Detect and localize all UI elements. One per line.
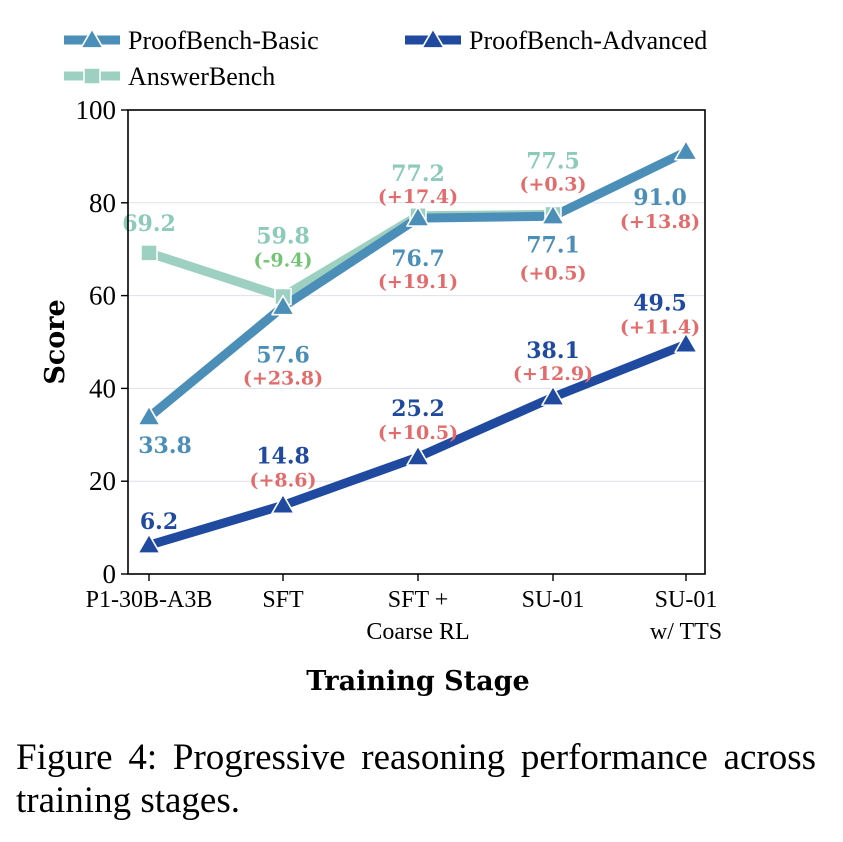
legend-swatch-marker [421,28,445,49]
data-point [137,405,161,426]
value-label: 6.2 [140,509,178,535]
delta-label: (+0.3) [520,173,587,195]
legend-entry-label: ProofBench-Basic [128,26,319,55]
data-point [406,206,430,227]
x-tick-label: SU-01 [522,587,585,613]
value-label: 33.8 [138,433,192,459]
delta-label: (+19.1) [378,271,458,293]
line-chart: 69.2 59.8(-9.4) 77.2(+17.4) 77.5(+0.3) 33.8 5… [40,26,723,697]
data-point [674,139,698,161]
data-point [271,294,295,316]
value-label: 38.1 [526,338,580,364]
value-label: 77.1 [526,232,580,258]
value-label: 14.8 [256,443,310,469]
data-point [406,445,430,466]
legend-entry-label: ProofBench-Advanced [469,26,707,55]
data-point [541,204,565,225]
y-tick-label: 60 [89,281,116,311]
delta-label: (+10.5) [378,422,458,444]
x-tick-label: SFT [262,587,304,613]
legend-entry-label: AnswerBench [128,62,275,91]
value-label: 76.7 [391,246,445,272]
delta-label: (+12.9) [513,363,593,385]
value-label: 49.5 [633,290,687,316]
y-tick-label: 40 [89,373,116,403]
series-line [147,340,688,550]
y-tick-label: 100 [76,95,117,125]
x-tick-label: SU-01 [655,587,718,613]
delta-label: (+11.4) [620,316,700,338]
value-label: 59.8 [256,224,310,250]
data-point [137,533,161,554]
series-markers [137,139,698,554]
y-tick-label: 0 [103,559,117,589]
delta-label: (-9.4) [254,250,313,272]
value-label: 25.2 [391,396,445,422]
value-label: 77.5 [526,148,580,174]
legend-swatch-marker [80,28,104,49]
y-axis-label: Score [40,299,71,384]
grid-lines [128,202,705,482]
value-label: 57.6 [256,343,310,369]
value-label: 77.2 [391,161,445,187]
x-tick-label: P1-30B-A3B [86,587,213,613]
data-labels: 69.2 59.8(-9.4) 77.2(+17.4) 77.5(+0.3) 33.8 5… [122,148,700,535]
delta-label: (+13.8) [620,211,700,233]
delta-label: (+17.4) [378,186,458,208]
series-line [147,209,554,302]
delta-label: (+0.5) [520,262,587,284]
data-point [674,332,698,354]
data-point [541,385,565,406]
y-tick-label: 20 [89,466,116,496]
x-tick-label: SFT + [388,587,448,613]
delta-label: (+23.8) [243,368,323,390]
delta-label: (+8.6) [250,469,317,491]
axes: 0 20 40 60 80 100 P1-30B-A3B SFT SFT + Coarse RL S… [76,95,723,645]
legend-swatch-marker [83,67,101,85]
data-point [271,493,295,515]
legend: AnswerBench ProofBench-Basic ProofBench-Ad… [64,26,707,91]
x-tick-label: w/ TTS [650,619,722,645]
x-axis-label: Training Stage [306,666,529,697]
data-point [140,244,158,262]
figure-caption: Figure 4: Progressive reasoning performa… [16,737,816,821]
y-tick-label: 80 [89,188,116,218]
value-label: 69.2 [122,211,176,237]
x-tick-label: Coarse RL [366,619,469,645]
plot-frame [127,109,706,575]
value-label: 91.0 [633,185,687,211]
